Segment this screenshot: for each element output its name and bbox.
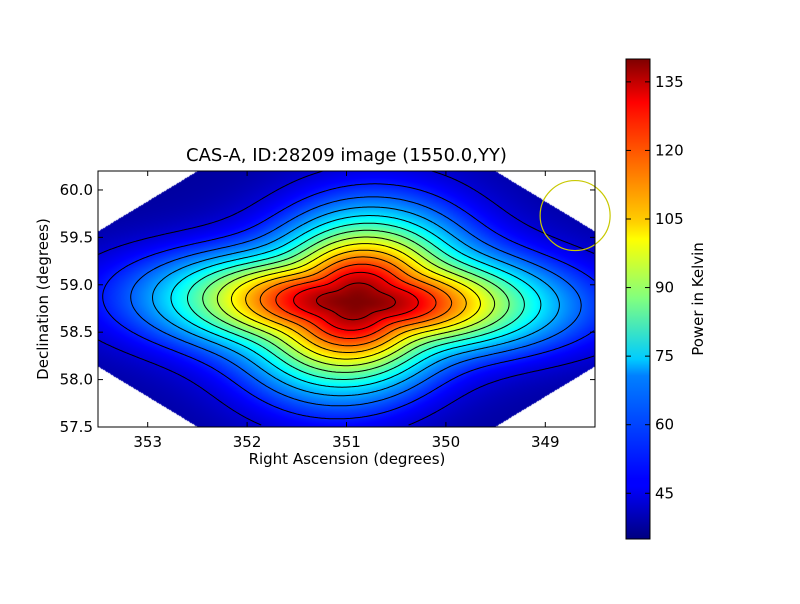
y-tick-label: 60.0: [60, 181, 93, 199]
beam-circle-marker: [539, 179, 611, 252]
contour-level: [259, 256, 453, 347]
contour-level: [315, 282, 396, 321]
heatmap-image: [98, 171, 595, 427]
x-tick-label: 353: [133, 433, 162, 451]
contour-level: [102, 183, 595, 420]
x-tick-label: 351: [332, 433, 361, 451]
contour-level: [98, 171, 595, 426]
contour-level: [230, 243, 481, 360]
y-tick-label: 59.5: [60, 228, 93, 246]
y-tick-label: 58.5: [60, 323, 93, 341]
colorbar-frame: [625, 58, 651, 540]
chart-title: CAS-A, ID:28209 image (1550.0,YY): [186, 145, 507, 166]
contour-level: [202, 229, 510, 373]
colorbar-tick-label: 90: [655, 279, 674, 297]
contour-level: [275, 263, 437, 339]
x-tick-label: 349: [531, 433, 560, 451]
y-tick-label: 58.0: [60, 371, 93, 389]
y-tick-label: 57.5: [60, 418, 93, 436]
x-tick-label: 350: [432, 433, 461, 451]
colorbar: [626, 59, 650, 539]
contour-level: [293, 271, 419, 331]
colorbar-tick-label: 120: [655, 141, 684, 159]
contour-level: [152, 206, 560, 397]
y-axis-ticks: 57.5 58.0 58.5 59.0 59.5 60.0: [60, 181, 595, 436]
colorbar-ticks: 45 60 75 90 105 120 135: [626, 73, 684, 502]
colorbar-tick-label: 135: [655, 73, 684, 91]
colorbar-tick-label: 60: [655, 416, 674, 434]
contour-level: [216, 236, 496, 367]
colorbar-tick-label: 105: [655, 210, 684, 228]
colorbar-label: Power in Kelvin: [689, 242, 707, 356]
x-tick-label: 352: [233, 433, 262, 451]
contour-level: [187, 222, 525, 380]
contour-lines: [98, 171, 595, 426]
y-tick-label: 59.0: [60, 276, 93, 294]
contour-level: [130, 196, 582, 407]
contour-level: [245, 249, 467, 353]
contour-level: [170, 215, 542, 388]
colorbar-tick-label: 45: [655, 484, 674, 502]
x-axis-ticks: 353 352 351 350 349: [133, 171, 560, 451]
colorbar-tick-label: 75: [655, 347, 674, 365]
y-axis-label: Declination (degrees): [34, 218, 52, 380]
x-axis-label: Right Ascension (degrees): [249, 450, 446, 468]
